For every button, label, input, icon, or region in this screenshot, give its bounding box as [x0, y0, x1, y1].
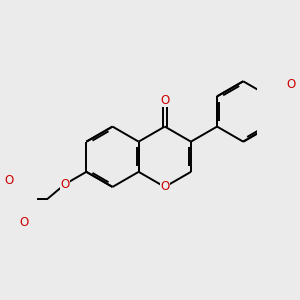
Text: O: O [20, 216, 29, 229]
Text: O: O [286, 77, 296, 91]
Text: O: O [160, 94, 170, 106]
Text: O: O [4, 174, 14, 187]
Text: O: O [60, 178, 70, 191]
Text: O: O [160, 180, 170, 194]
